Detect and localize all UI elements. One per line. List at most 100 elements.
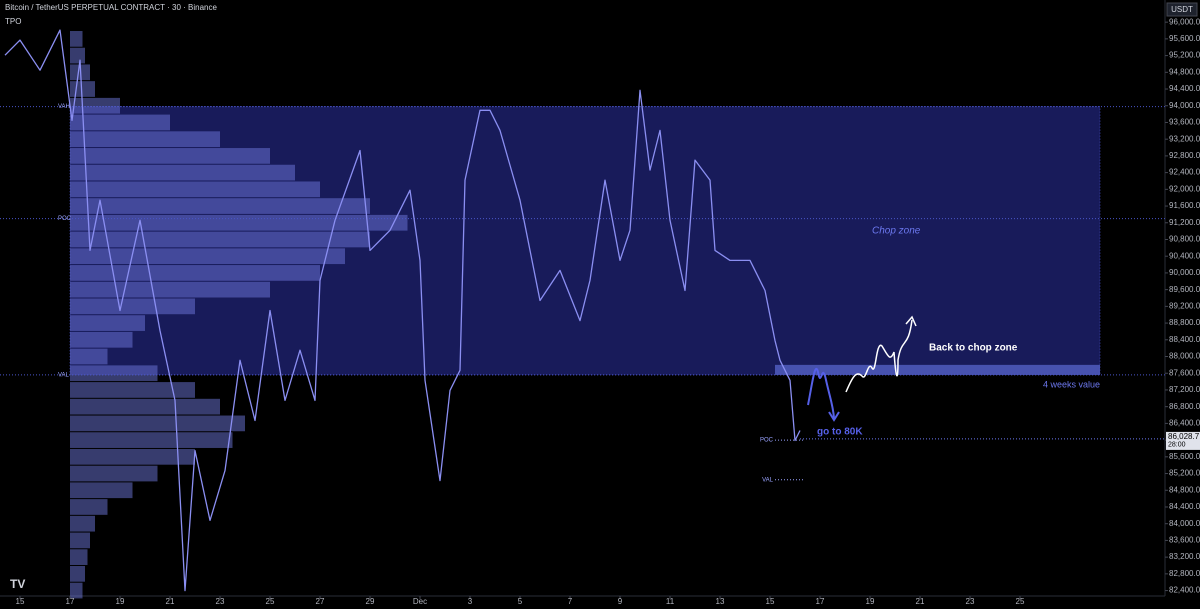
y-tick-label: 89,200.0 xyxy=(1169,301,1200,310)
profile-bar xyxy=(70,214,408,231)
x-tick-label: 3 xyxy=(468,597,473,606)
logo: TV xyxy=(10,577,25,591)
y-tick-label: 93,600.0 xyxy=(1169,118,1200,127)
y-tick-label: 86,800.0 xyxy=(1169,402,1200,411)
profile-bar xyxy=(70,549,88,565)
drawn-arrow-down xyxy=(807,368,835,419)
y-tick-label: 84,000.0 xyxy=(1169,519,1200,528)
zone-label: 4 weeks value xyxy=(1043,379,1100,389)
y-tick-label: 87,200.0 xyxy=(1169,385,1200,394)
y-tick-label: 88,000.0 xyxy=(1169,352,1200,361)
x-tick-label: 13 xyxy=(716,597,725,606)
profile-bar xyxy=(70,398,220,415)
y-tick-label: 93,200.0 xyxy=(1169,134,1200,143)
last-price-box xyxy=(1166,431,1200,450)
drawn-arrow-up xyxy=(845,319,913,393)
y-tick-label: 84,800.0 xyxy=(1169,485,1200,494)
annotation: Back to chop zone xyxy=(929,343,1018,354)
profile-bar xyxy=(70,298,195,315)
y-tick-label: 91,600.0 xyxy=(1169,201,1200,210)
profile-bar xyxy=(70,31,83,47)
y-tick-label: 90,000.0 xyxy=(1169,268,1200,277)
profile-bar xyxy=(70,415,245,432)
profile-bar xyxy=(70,164,295,181)
y-tick-label: 87,600.0 xyxy=(1169,368,1200,377)
profile-bar xyxy=(70,365,158,382)
y-tick-label: 92,800.0 xyxy=(1169,151,1200,160)
profile-bar xyxy=(70,131,220,148)
session-level-label: POC xyxy=(760,438,774,444)
x-tick-label: 27 xyxy=(316,597,325,606)
profile-bar xyxy=(70,97,120,114)
profile-bar xyxy=(70,198,370,214)
session-level-label: VAL xyxy=(762,477,774,483)
y-tick-label: 94,000.0 xyxy=(1169,101,1200,110)
profile-bar xyxy=(70,265,320,281)
x-tick-label: 15 xyxy=(16,597,25,606)
y-tick-label: 95,600.0 xyxy=(1169,34,1200,43)
y-tick-label: 91,200.0 xyxy=(1169,218,1200,227)
y-tick-label: 96,000.0 xyxy=(1169,17,1200,26)
x-tick-label: 19 xyxy=(866,597,875,606)
profile-bar xyxy=(70,231,370,248)
x-tick-label: 25 xyxy=(1016,597,1025,606)
price-line xyxy=(4,29,801,592)
indicator-name: TPO xyxy=(5,17,21,26)
zone-label: Chop zone xyxy=(872,226,921,237)
profile-bar xyxy=(70,348,108,365)
x-tick-label: 17 xyxy=(66,597,75,606)
y-tick-label: 94,400.0 xyxy=(1169,84,1200,93)
y-tick-label: 94,800.0 xyxy=(1169,67,1200,76)
y-tick-label: 83,600.0 xyxy=(1169,536,1200,545)
y-tick-label: 85,600.0 xyxy=(1169,452,1200,461)
y-tick-label: 89,600.0 xyxy=(1169,285,1200,294)
y-tick-label: 88,800.0 xyxy=(1169,318,1200,327)
x-tick-label: 15 xyxy=(766,597,775,606)
profile-bar xyxy=(70,582,83,599)
y-tick-label: 95,200.0 xyxy=(1169,51,1200,60)
profile-bar xyxy=(70,532,90,549)
y-tick-label: 90,400.0 xyxy=(1169,251,1200,260)
profile-bar xyxy=(70,499,108,515)
profile-bar xyxy=(70,565,85,582)
profile-bar xyxy=(70,465,158,482)
x-tick-label: 9 xyxy=(618,597,623,606)
profile-bar xyxy=(70,315,145,331)
profile-bar xyxy=(70,331,133,348)
zone xyxy=(775,364,1100,375)
y-tick-label: 86,400.0 xyxy=(1169,418,1200,427)
x-tick-label: 19 xyxy=(116,597,125,606)
last-price-timer: 28:00 xyxy=(1168,442,1186,449)
currency[interactable]: USDT xyxy=(1171,5,1193,14)
x-tick-label: Dec xyxy=(413,597,427,606)
x-tick-label: 17 xyxy=(816,597,825,606)
x-tick-label: 21 xyxy=(916,597,925,606)
profile-bar xyxy=(70,47,85,64)
profile-bar xyxy=(70,181,320,198)
profile-bar xyxy=(70,281,270,298)
currency-button[interactable] xyxy=(1166,2,1198,17)
y-tick-label: 88,400.0 xyxy=(1169,335,1200,344)
x-tick-label: 25 xyxy=(266,597,275,606)
y-tick-label: 92,400.0 xyxy=(1169,168,1200,177)
last-price-label: 86,028.7 xyxy=(1168,432,1200,441)
x-tick-label: 29 xyxy=(366,597,375,606)
level-label: VAH xyxy=(58,104,70,110)
profile-bar xyxy=(70,81,95,97)
y-tick-label: 82,400.0 xyxy=(1169,586,1200,595)
annotation: go to 80K xyxy=(817,427,863,438)
level-label: VAL xyxy=(58,372,70,378)
x-tick-label: 23 xyxy=(966,597,975,606)
profile-bar xyxy=(70,382,195,398)
y-tick-label: 82,800.0 xyxy=(1169,569,1200,578)
profile-bar xyxy=(70,448,195,465)
y-tick-label: 90,800.0 xyxy=(1169,235,1200,244)
profile-bar xyxy=(70,114,170,131)
x-tick-label: 21 xyxy=(166,597,175,606)
y-tick-label: 85,200.0 xyxy=(1169,469,1200,478)
profile-bar xyxy=(70,515,95,532)
profile-bar xyxy=(70,148,270,164)
profile-bar xyxy=(70,248,345,265)
